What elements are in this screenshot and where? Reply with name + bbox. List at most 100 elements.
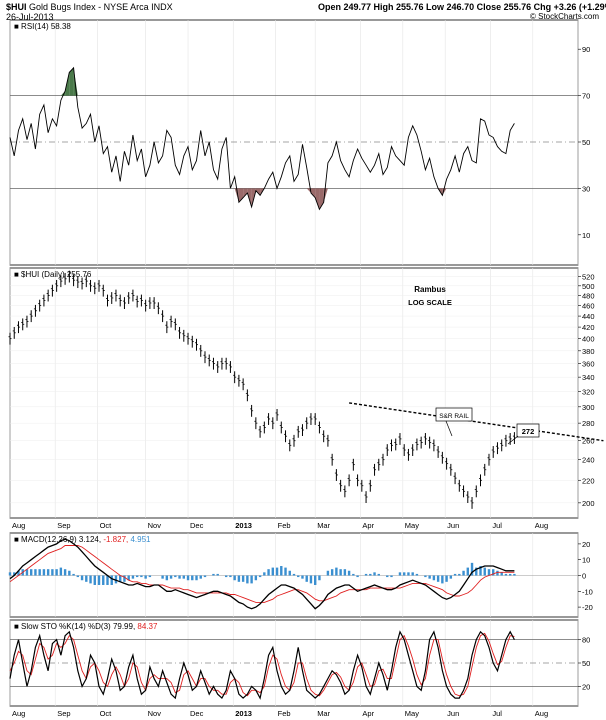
macd-histogram-bar xyxy=(513,573,516,576)
macd-histogram-bar xyxy=(161,575,164,579)
sto-k-line xyxy=(9,630,515,700)
y-tick-label: 260 xyxy=(582,437,595,446)
macd-histogram-bar xyxy=(411,572,414,576)
macd-histogram-bar xyxy=(102,575,105,585)
macd-histogram-bar xyxy=(330,569,334,576)
watermark: © StockCharts.com xyxy=(530,12,600,21)
macd-histogram-bar xyxy=(496,570,499,576)
macd-histogram-bar xyxy=(343,569,347,576)
x-tick-label: Apr xyxy=(362,709,374,718)
macd-histogram-bar xyxy=(97,575,101,585)
macd-histogram-bar xyxy=(403,572,406,576)
macd-histogram-bar xyxy=(352,573,355,576)
index-name: Gold Bugs Index - NYSE Arca INDX xyxy=(29,2,173,12)
macd-histogram-bar xyxy=(347,570,351,576)
macd-histogram-bar xyxy=(309,575,313,584)
x-tick-label: Sep xyxy=(57,521,70,530)
y-tick-label: 50 xyxy=(582,659,590,668)
x-tick-label: Feb xyxy=(278,521,291,530)
rsi-oversold-fill xyxy=(315,188,320,210)
macd-histogram-bar xyxy=(288,570,291,576)
sto-title-part-0: ■ Slow STO %K(14) %D(3) xyxy=(14,622,113,631)
annotation-272: 272 xyxy=(522,427,535,436)
x-tick-label: Jul xyxy=(492,709,502,718)
macd-histogram-bar xyxy=(415,573,419,576)
rsi-panel-frame xyxy=(9,19,579,266)
rsi-oversold-fill xyxy=(243,188,248,198)
macd-histogram-bar xyxy=(55,569,58,576)
macd-histogram-bar xyxy=(458,573,461,576)
rsi-overbought-fill xyxy=(60,90,66,96)
x-tick-label: Nov xyxy=(148,709,162,718)
macd-histogram-bar xyxy=(106,575,109,585)
macd-histogram-bar xyxy=(449,575,453,579)
macd-histogram-bar xyxy=(140,575,143,578)
macd-histogram-bar xyxy=(127,575,130,581)
y-tick-label: -10 xyxy=(582,587,593,596)
rsi-oversold-fill xyxy=(319,188,324,210)
sr-rail-pointer xyxy=(445,420,453,437)
macd-histogram-bar xyxy=(479,566,482,576)
macd-signal-line xyxy=(9,545,515,603)
macd-histogram-bar xyxy=(492,569,495,576)
macd-histogram-bar xyxy=(326,570,330,576)
y-tick-label: 380 xyxy=(582,347,595,356)
macd-histogram-bar xyxy=(246,575,249,584)
macd-histogram-bar xyxy=(373,572,376,576)
macd-histogram-bar xyxy=(199,575,202,579)
macd-histogram-bar xyxy=(263,572,266,576)
macd-title-part-2: -1.827, xyxy=(103,535,130,544)
value-272-pointer xyxy=(507,435,519,445)
macd-histogram-bar xyxy=(216,573,219,576)
macd-histogram-bar xyxy=(72,573,75,576)
y-tick-label: 300 xyxy=(582,403,595,412)
value-272-callout xyxy=(516,423,540,438)
macd-histogram-bar xyxy=(119,575,122,582)
macd-histogram-bar xyxy=(428,575,431,579)
y-tick-label: 440 xyxy=(582,312,595,321)
macd-histogram-bar xyxy=(76,575,80,578)
macd-histogram-bar xyxy=(335,567,338,576)
y-tick-label: 340 xyxy=(582,373,595,382)
macd-histogram-bar xyxy=(203,575,207,578)
macd-histogram-bar xyxy=(301,575,304,579)
macd-histogram-bar xyxy=(500,572,503,576)
macd-histogram-bar xyxy=(195,575,198,581)
x-tick-label: Nov xyxy=(148,521,162,530)
x-tick-label: Mar xyxy=(317,521,330,530)
y-tick-label: 320 xyxy=(582,388,595,397)
macd-histogram-bar xyxy=(135,575,139,578)
macd-histogram-bar xyxy=(377,573,380,576)
annotation-sr-rail: S&R RAIL xyxy=(439,413,469,420)
x-tick-label: 2013 xyxy=(235,709,252,718)
macd-histogram-bar xyxy=(280,566,283,576)
macd-histogram-bar xyxy=(508,573,512,576)
sto-title-part-1: 79.99, xyxy=(113,622,137,631)
macd-histogram-bar xyxy=(441,575,444,584)
macd-histogram-bar xyxy=(313,575,317,585)
rsi-line xyxy=(9,66,515,211)
macd-histogram-bar xyxy=(17,570,20,576)
x-tick-label: Aug xyxy=(12,709,25,718)
macd-histogram-bar xyxy=(68,570,71,576)
macd-histogram-bar xyxy=(80,575,84,581)
macd-histogram-bar xyxy=(466,567,469,576)
macd-histogram-bar xyxy=(487,569,491,576)
y-tick-label: -20 xyxy=(582,603,593,612)
macd-line xyxy=(9,538,515,610)
macd-histogram-bar xyxy=(46,569,50,576)
macd-title: ■ MACD(12,26,9) 3.124, -1.827, 4.951 xyxy=(14,535,151,544)
macd-title-part-0: ■ MACD(12,26,9) xyxy=(14,535,79,544)
x-tick-label: Apr xyxy=(362,521,374,530)
macd-histogram-bar xyxy=(305,575,308,582)
macd-histogram-bar xyxy=(165,575,169,581)
macd-histogram-bar xyxy=(229,575,232,578)
macd-histogram-bar xyxy=(131,575,135,579)
macd-histogram-bar xyxy=(178,575,181,579)
macd-histogram-bar xyxy=(318,575,321,581)
macd-histogram-bar xyxy=(483,567,486,576)
y-tick-label: 80 xyxy=(582,636,590,645)
macd-histogram-bar xyxy=(386,575,389,578)
x-tick-label: May xyxy=(405,521,419,530)
